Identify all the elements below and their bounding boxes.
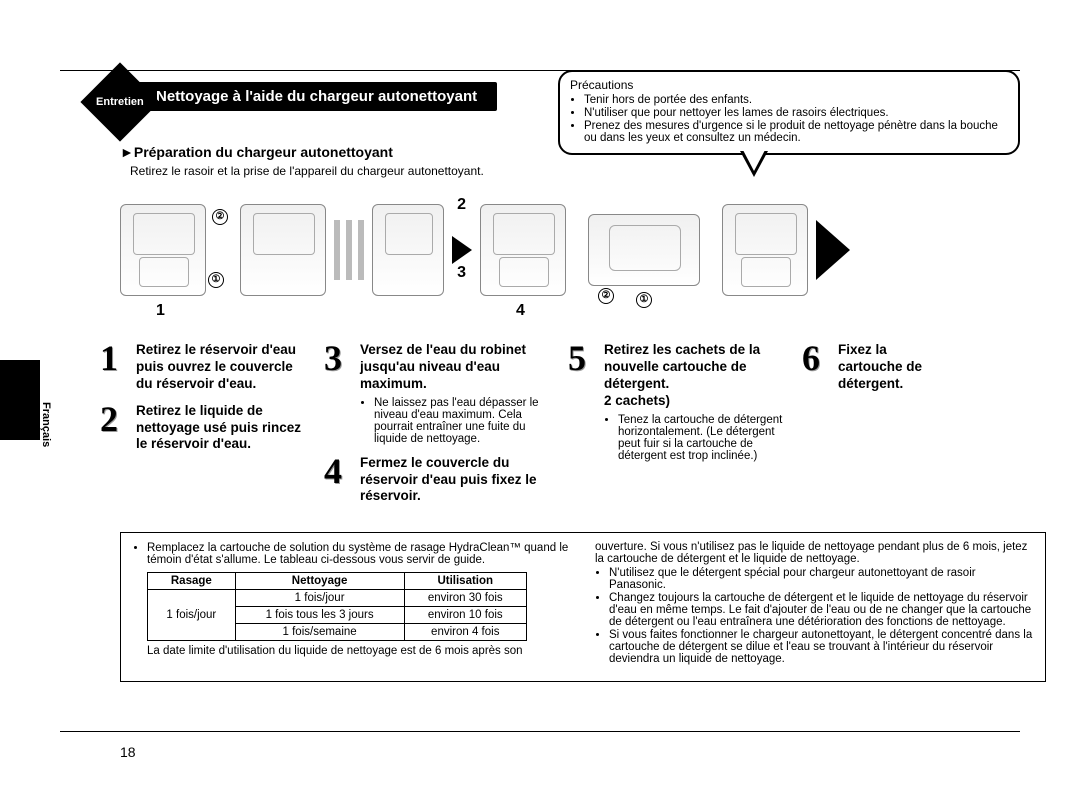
table-header: Utilisation xyxy=(404,573,526,590)
prep-heading: ►Préparation du chargeur autonettoyant xyxy=(120,144,393,160)
table-cell: environ 4 fois xyxy=(404,624,526,641)
step-text: Retirez le liquide de nettoyage usé puis… xyxy=(136,403,310,454)
note-text: ouverture. Si vous n'utilisez pas le liq… xyxy=(595,541,1033,565)
precautions-box: Précautions Tenir hors de portée des enf… xyxy=(558,70,1020,155)
device-illustration xyxy=(722,204,808,296)
precaution-item: N'utiliser que pour nettoyer les lames d… xyxy=(584,107,1008,119)
diagram-num-1: 1 xyxy=(156,302,165,320)
notes-right-column: ouverture. Si vous n'utilisez pas le liq… xyxy=(595,541,1033,671)
note-text: Remplacez la cartouche de solution du sy… xyxy=(147,542,571,566)
step-number: 5 xyxy=(568,342,596,374)
step-1: 1 Retirez le réservoir d'eau puis ouvrez… xyxy=(100,342,310,393)
step-number: 1 xyxy=(100,342,128,374)
prep-subtext: Retirez le rasoir et la prise de l'appar… xyxy=(130,164,484,178)
diagram-num-4: 4 xyxy=(516,302,525,320)
step-text: Fixez la cartouche de détergent. xyxy=(838,342,942,393)
table-cell: environ 30 fois xyxy=(404,590,526,607)
badge-label: Entretien xyxy=(96,96,144,108)
diagram-row: ② ① 1 2 3 4 ① ② xyxy=(120,185,990,315)
steps-row: 1 Retirez le réservoir d'eau puis ouvrez… xyxy=(100,342,1020,505)
usage-table: Rasage Nettoyage Utilisation 1 fois/jour… xyxy=(147,572,527,641)
table-cell: environ 10 fois xyxy=(404,607,526,624)
note-text: Si vous faites fonctionner le chargeur a… xyxy=(609,629,1033,665)
table-cell: 1 fois/jour xyxy=(148,590,236,641)
circled-2-icon: ② xyxy=(212,209,228,225)
step-3: 3 Versez de l'eau du robinet jusqu'au ni… xyxy=(324,342,554,445)
circled-2-icon: ② xyxy=(598,288,614,304)
diagram-num-2: 2 xyxy=(457,196,466,214)
section-header: Entretien Nettoyage à l'aide du chargeur… xyxy=(120,82,497,111)
step-number: 3 xyxy=(324,342,352,374)
table-header: Rasage xyxy=(148,573,236,590)
precautions-title: Précautions xyxy=(570,78,1008,92)
table-cell: 1 fois/semaine xyxy=(235,624,404,641)
precautions-list: Tenir hors de portée des enfants. N'util… xyxy=(570,94,1008,144)
note-text: Changez toujours la cartouche de déterge… xyxy=(609,592,1033,628)
notes-box: Remplacez la cartouche de solution du sy… xyxy=(120,532,1046,682)
precaution-item: Tenir hors de portée des enfants. xyxy=(584,94,1008,106)
step-text: Retirez les cachets de la nouvelle carto… xyxy=(604,342,788,410)
callout-tail-icon xyxy=(740,151,768,177)
section-title: Nettoyage à l'aide du chargeur autonetto… xyxy=(120,82,497,111)
step-number: 4 xyxy=(324,455,352,487)
step-text: Fermez le couvercle du réservoir d'eau p… xyxy=(360,455,554,506)
step-4: 4 Fermez le couvercle du réservoir d'eau… xyxy=(324,455,554,506)
step-number: 6 xyxy=(802,342,830,374)
circled-1-icon: ① xyxy=(208,272,224,288)
tray-illustration xyxy=(588,214,700,286)
transition-icon xyxy=(334,220,364,280)
step-note: Tenez la cartouche de détergent horizont… xyxy=(604,414,788,462)
table-header: Nettoyage xyxy=(235,573,404,590)
step-5: 5 Retirez les cachets de la nouvelle car… xyxy=(568,342,788,462)
circled-1-icon: ① xyxy=(636,292,652,308)
diagram-num-3: 3 xyxy=(457,264,466,282)
precaution-item: Prenez des mesures d'urgence si le produ… xyxy=(584,120,1008,144)
device-illustration xyxy=(372,204,444,296)
device-illustration xyxy=(480,204,566,296)
step-2: 2 Retirez le liquide de nettoyage usé pu… xyxy=(100,403,310,454)
step-text: Versez de l'eau du robinet jusqu'au nive… xyxy=(360,342,554,393)
note-text: N'utilisez que le détergent spécial pour… xyxy=(609,567,1033,591)
language-label: Français xyxy=(40,402,52,447)
table-cell: 1 fois tous les 3 jours xyxy=(235,607,404,624)
table-cell: 1 fois/jour xyxy=(235,590,404,607)
side-tab xyxy=(0,360,40,440)
manual-page: Français Précautions Tenir hors de porté… xyxy=(60,70,1020,730)
step-text: Retirez le réservoir d'eau puis ouvrez l… xyxy=(136,342,310,393)
notes-left-column: Remplacez la cartouche de solution du sy… xyxy=(133,541,571,671)
note-text: Tenez la cartouche de détergent horizont… xyxy=(618,414,788,462)
arrow-icon xyxy=(452,236,472,264)
device-illustration xyxy=(120,204,206,296)
step-note: Ne laissez pas l'eau dépasser le niveau … xyxy=(360,397,554,445)
note-text: Ne laissez pas l'eau dépasser le niveau … xyxy=(374,397,554,445)
arrow-big-icon xyxy=(816,220,850,280)
device-illustration xyxy=(240,204,326,296)
page-number: 18 xyxy=(120,744,136,760)
step-6: 6 Fixez la cartouche de détergent. xyxy=(802,342,942,393)
note-text: La date limite d'utilisation du liquide … xyxy=(147,645,571,657)
step-number: 2 xyxy=(100,403,128,435)
